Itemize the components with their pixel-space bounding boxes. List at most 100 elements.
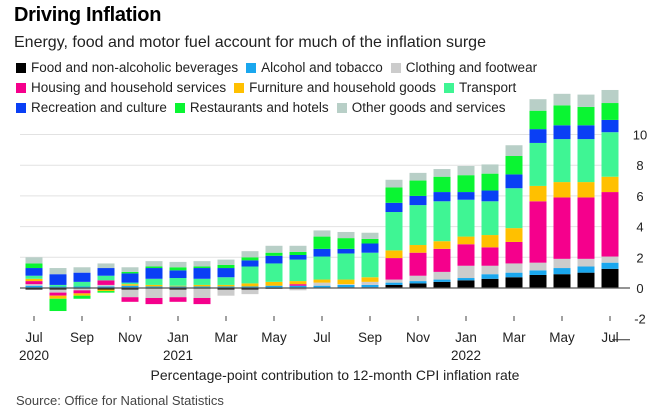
bar-segment (289, 288, 307, 291)
bar-segment (25, 284, 43, 286)
bar-segment (289, 251, 307, 255)
legend-swatch (246, 63, 257, 73)
chart-subtitle: Energy, food and motor fuel account for … (14, 34, 486, 51)
bar-segment (601, 176, 619, 193)
legend-row: Recreation and culture Restaurants and ho… (16, 98, 545, 118)
bar-segment (457, 265, 475, 279)
bar-segment (481, 265, 499, 275)
bar-segment (337, 284, 355, 285)
legend-row: Food and non-alcoholic beverages Alcohol … (16, 58, 545, 78)
bar-segment (409, 281, 427, 284)
bar-segment (73, 290, 91, 294)
bar-segment (481, 235, 499, 248)
bar-segment (265, 245, 283, 253)
bar-segment (433, 241, 451, 249)
legend: Food and non-alcoholic beverages Alcohol … (16, 58, 545, 118)
x-tick-label: Jul (25, 330, 42, 345)
bar-segment (409, 172, 427, 181)
legend-label: Housing and household services (31, 80, 227, 95)
bar-segment (601, 192, 619, 257)
bar-segment (49, 298, 67, 312)
bar-segment (505, 241, 523, 264)
bar-segment (169, 278, 187, 286)
y-tick-label: 4 (636, 220, 643, 235)
bar-segment (241, 283, 259, 287)
bar-segment (313, 236, 331, 249)
bar-segment (121, 285, 139, 288)
bar-segment (457, 175, 475, 193)
x-tick-label: Nov (118, 330, 142, 345)
bar-segment (313, 230, 331, 237)
x-tick-label: Jan (455, 330, 477, 345)
bar-segment (169, 261, 187, 268)
bar-segment (409, 195, 427, 206)
bar-segment (169, 285, 187, 287)
bar-segment (553, 125, 571, 140)
bar-segment (121, 288, 139, 290)
bar-segment (529, 270, 547, 275)
bar-segment (385, 282, 403, 285)
bar-segment (49, 274, 67, 285)
legend-item: Restaurants and hotels (174, 98, 329, 118)
bar-segment (577, 125, 595, 140)
bar-segment (289, 254, 307, 260)
bar-segment (97, 284, 115, 287)
bar-segment (193, 261, 211, 267)
bar-segment (577, 258, 595, 267)
bar-segment (169, 270, 187, 279)
bar-segment (217, 277, 235, 285)
bar-segment (337, 248, 355, 254)
bar-segment (337, 231, 355, 239)
legend-row: Housing and household services Furniture … (16, 78, 545, 98)
x-tick-year: 2021 (163, 348, 193, 363)
bar-segment (121, 271, 139, 274)
bar-segment (553, 268, 571, 275)
bar-segment (337, 253, 355, 280)
bar-segment (385, 179, 403, 188)
legend-item: Transport (444, 78, 516, 98)
bar-segment (361, 243, 379, 253)
bar-segment (217, 286, 235, 288)
bar-segment (409, 275, 427, 282)
bar-segment (577, 272, 595, 288)
legend-item: Clothing and footwear (390, 58, 537, 78)
bar-segment (433, 271, 451, 280)
bar-segment (481, 173, 499, 191)
bar-segment (73, 267, 91, 273)
bar-segment (73, 293, 91, 296)
bar-segment (433, 192, 451, 202)
bar-segment (385, 258, 403, 280)
bar-segment (457, 236, 475, 245)
bar-segment (409, 252, 427, 276)
x-tick-year: 2020 (19, 348, 49, 363)
bar-segment (577, 266, 595, 273)
bar-segment (409, 180, 427, 196)
bar-segment (25, 275, 43, 279)
legend-swatch (444, 83, 455, 93)
x-tick-year: 2022 (451, 348, 481, 363)
bar-segment (505, 228, 523, 242)
x-axis-title: Percentage-point contribution to 12-mont… (150, 367, 520, 383)
bar-segment (217, 289, 235, 296)
y-tick-label: 8 (636, 158, 643, 173)
bar-segment (481, 164, 499, 174)
bar-segment (313, 282, 331, 286)
bar-segment (97, 288, 115, 290)
bar-segment (529, 142, 547, 186)
bar-segment (121, 284, 139, 286)
bar-segment (73, 286, 91, 288)
bar-segment (97, 263, 115, 269)
bar-segment (385, 202, 403, 213)
legend-swatch (336, 103, 347, 113)
bar-segment (241, 289, 259, 295)
bar-segment (577, 106, 595, 126)
bar-segment (553, 197, 571, 259)
bar-segment (145, 278, 163, 285)
bar-segment (49, 295, 67, 299)
bar-segment (601, 256, 619, 263)
bar-segment (529, 129, 547, 143)
bar-segment (289, 284, 307, 286)
bar-segment (433, 279, 451, 282)
bar-segment (241, 286, 259, 288)
x-tick-label: May (549, 330, 575, 345)
